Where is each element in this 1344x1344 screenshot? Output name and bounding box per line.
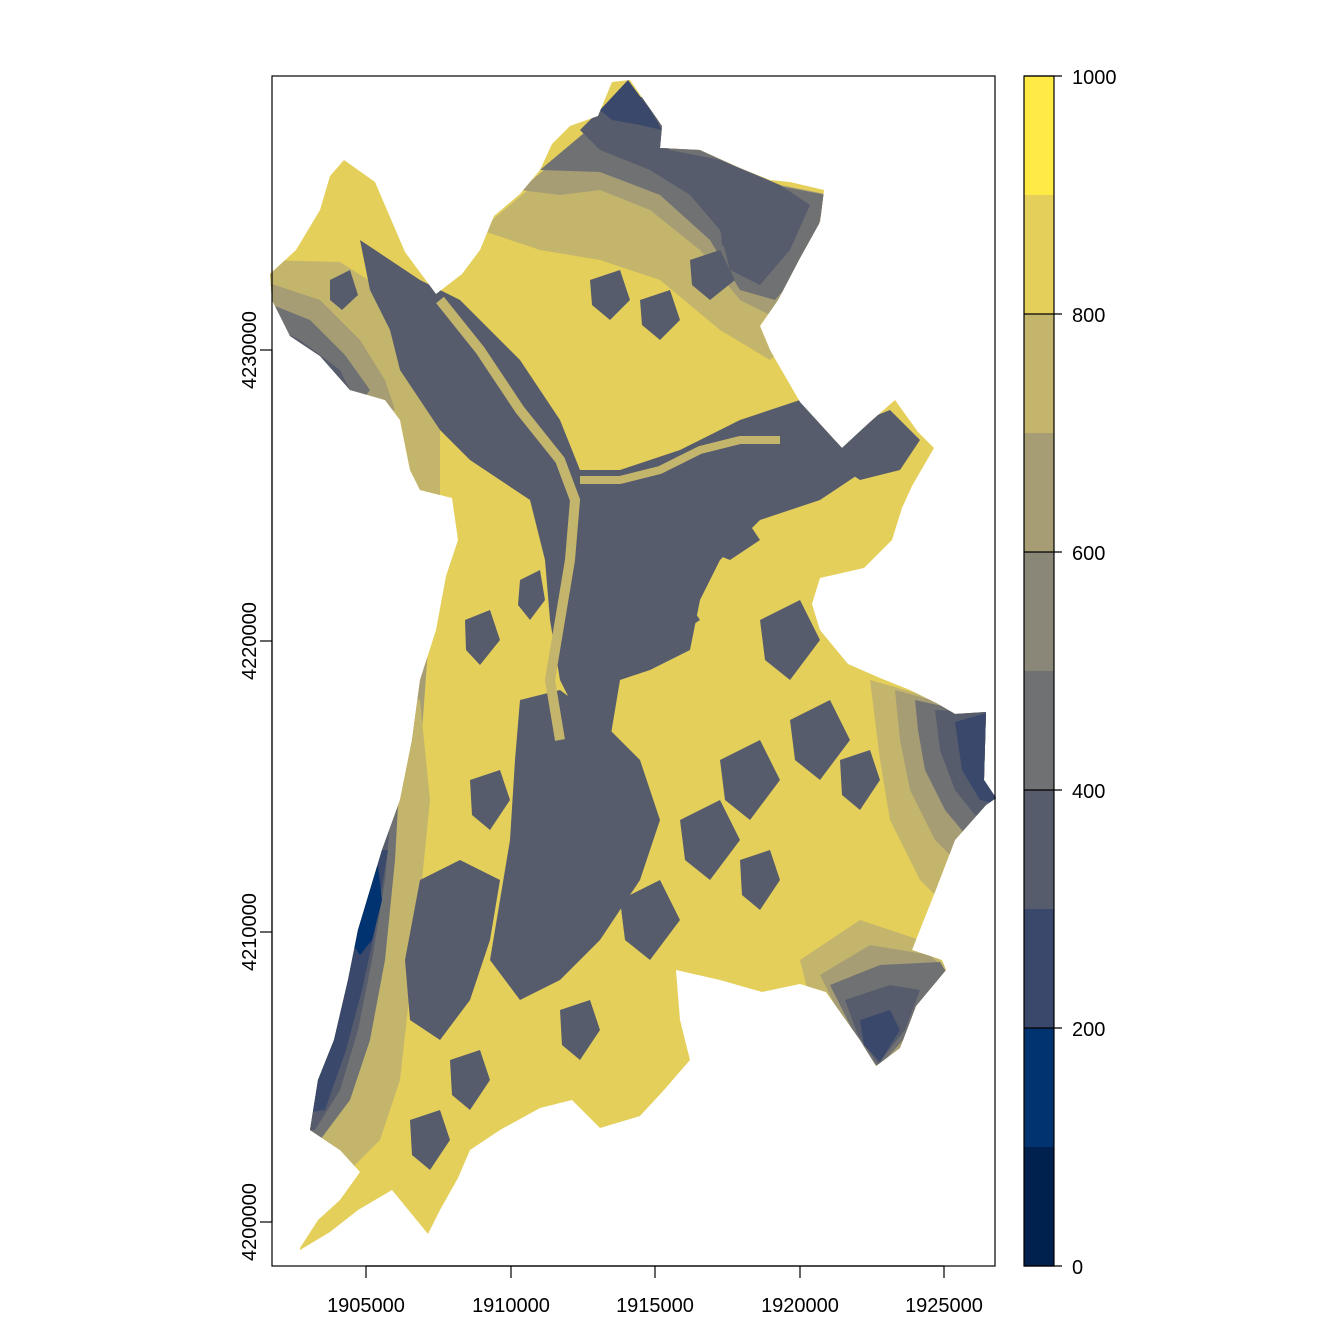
raster-patches: [330, 210, 880, 1170]
legend-tick-label: 1000: [1072, 67, 1117, 89]
legend-ticks: 0 200 400 600 800 1000: [1024, 67, 1117, 1279]
x-axis: 1905000 1910000 1915000 1920000 1925000: [327, 1265, 983, 1317]
legend: 0 200 400 600 800 1000: [1023, 67, 1117, 1279]
y-tick-label: 4230000: [239, 311, 261, 389]
y-tick-label: 4220000: [239, 602, 261, 680]
x-tick-label: 1905000: [327, 1295, 405, 1317]
legend-color-class: [1024, 433, 1054, 552]
y-tick-label: 4200000: [239, 1183, 261, 1261]
y-tick-label: 4210000: [239, 893, 261, 971]
raster-se-blue: [860, 1010, 900, 1062]
river-drac: [580, 436, 780, 484]
legend-color-class: [1024, 1147, 1054, 1266]
map-panel: [270, 75, 996, 1267]
legend-color-class: [1024, 314, 1054, 433]
legend-color-class: [1024, 790, 1054, 909]
y-axis: 4230000 4220000 4210000 4200000: [239, 311, 273, 1261]
river-isere: [436, 296, 581, 741]
legend-color-class: [1024, 671, 1054, 790]
raster-valley-slate-sw: [405, 860, 500, 1040]
x-tick-label: 1925000: [905, 1295, 983, 1317]
x-tick-label: 1915000: [616, 1295, 694, 1317]
legend-color-class: [1024, 909, 1054, 1028]
raster-valley-slate-mid: [490, 690, 660, 1000]
legend-color-class: [1024, 76, 1054, 195]
legend-tick-label: 400: [1072, 781, 1105, 803]
legend-color-class: [1024, 552, 1054, 671]
raster-north-blue: [600, 80, 662, 130]
legend-tick-label: 600: [1072, 543, 1105, 565]
legend-tick-label: 0: [1072, 1257, 1083, 1279]
legend-color-bar: [1024, 76, 1054, 1266]
legend-color-class: [1024, 195, 1054, 314]
legend-tick-label: 200: [1072, 1019, 1105, 1041]
x-tick-label: 1920000: [761, 1295, 839, 1317]
legend-tick-label: 800: [1072, 305, 1105, 327]
legend-color-class: [1024, 1028, 1054, 1147]
x-tick-label: 1910000: [472, 1295, 550, 1317]
